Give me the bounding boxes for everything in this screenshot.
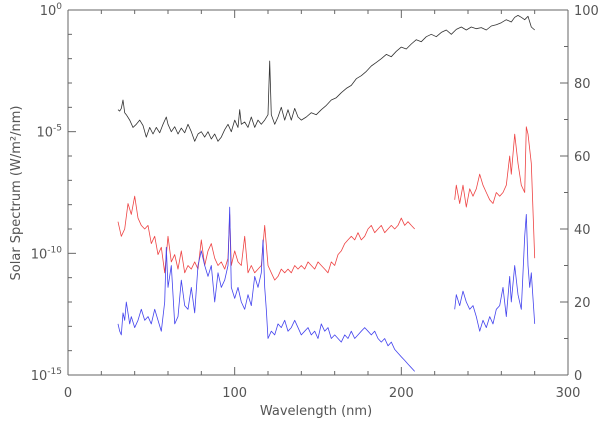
- tick-labels: 0 100 200 300 10-15 10-10 10-5 100 0 20 40 60 80 100: [31, 2, 599, 401]
- x-axis-label: Wavelength (nm): [260, 404, 372, 419]
- y-tick-label: 10-5: [36, 124, 62, 141]
- series-2-line-segment-1: [454, 214, 536, 332]
- y2-tick-label: 60: [574, 150, 591, 165]
- y-axis-label: Solar Spectrum (W/m²/nm): [9, 106, 24, 281]
- y-tick-label: 10-15: [31, 367, 62, 384]
- y2-tick-label: 80: [574, 77, 591, 92]
- series-0-line-segment-0: [117, 15, 535, 142]
- y2-tick-label: 20: [574, 296, 591, 311]
- y-tick-label: 10-10: [31, 245, 63, 262]
- y2-tick-label: 40: [574, 223, 591, 238]
- x-tick-label: 100: [222, 386, 247, 401]
- x-tick-label: 200: [389, 386, 414, 401]
- series-1-line-segment-0: [117, 195, 415, 281]
- x-tick-label: 0: [64, 386, 72, 401]
- series-lines: [117, 15, 536, 372]
- axes: [67, 9, 569, 376]
- y2-tick-label: 0: [574, 369, 582, 384]
- y-tick-label: 100: [40, 2, 63, 19]
- x-tick-label: 300: [556, 386, 581, 401]
- y2-tick-label: 100: [574, 4, 599, 19]
- series-2-line-segment-0: [117, 206, 415, 372]
- series-1-line-segment-1: [454, 126, 536, 259]
